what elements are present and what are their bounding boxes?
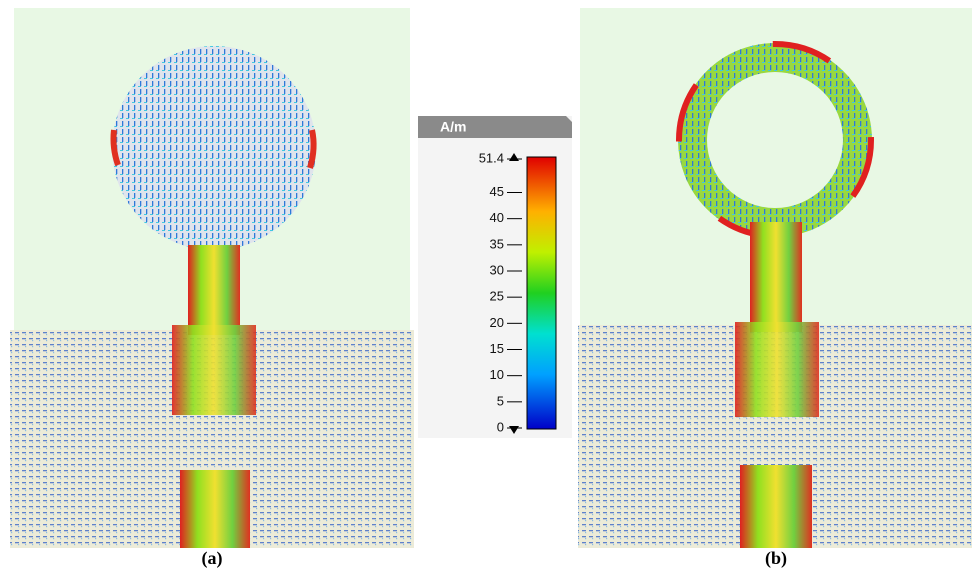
tick-label: 15 [490, 341, 504, 356]
edge-current [110, 129, 121, 166]
feed-line [740, 465, 812, 548]
tick-label: 30 [490, 262, 504, 277]
tick-label: 10 [490, 367, 504, 382]
tick-label: 35 [490, 236, 504, 251]
unit: A/m [440, 119, 466, 135]
feed-line [180, 470, 250, 548]
colorbar: A/m 51.4 45 40 35 30 25 20 15 10 5 0 [418, 116, 572, 438]
tick-label: 20 [490, 315, 504, 330]
ring-hole [707, 72, 843, 208]
tick-label: 25 [490, 289, 504, 304]
feed [750, 222, 802, 332]
tick-label: 51.4 [479, 150, 504, 165]
tick-label: 5 [497, 393, 504, 408]
caption: (a) [202, 548, 223, 569]
tick-label: 0 [497, 419, 504, 434]
feed-slot [735, 322, 819, 417]
color-scale [526, 156, 557, 430]
feed-slot [172, 325, 256, 415]
tick-label: 40 [490, 210, 504, 225]
edge-current [307, 129, 317, 169]
patch-currents [112, 46, 316, 250]
feed [188, 245, 240, 335]
max-arrow [509, 153, 519, 161]
panel-a: (a) [10, 8, 414, 569]
min-arrow [509, 426, 519, 434]
tick-label: 45 [490, 184, 504, 199]
panel-b: (b) [578, 8, 972, 569]
caption: (b) [765, 548, 787, 569]
colorbar-header [418, 116, 572, 138]
